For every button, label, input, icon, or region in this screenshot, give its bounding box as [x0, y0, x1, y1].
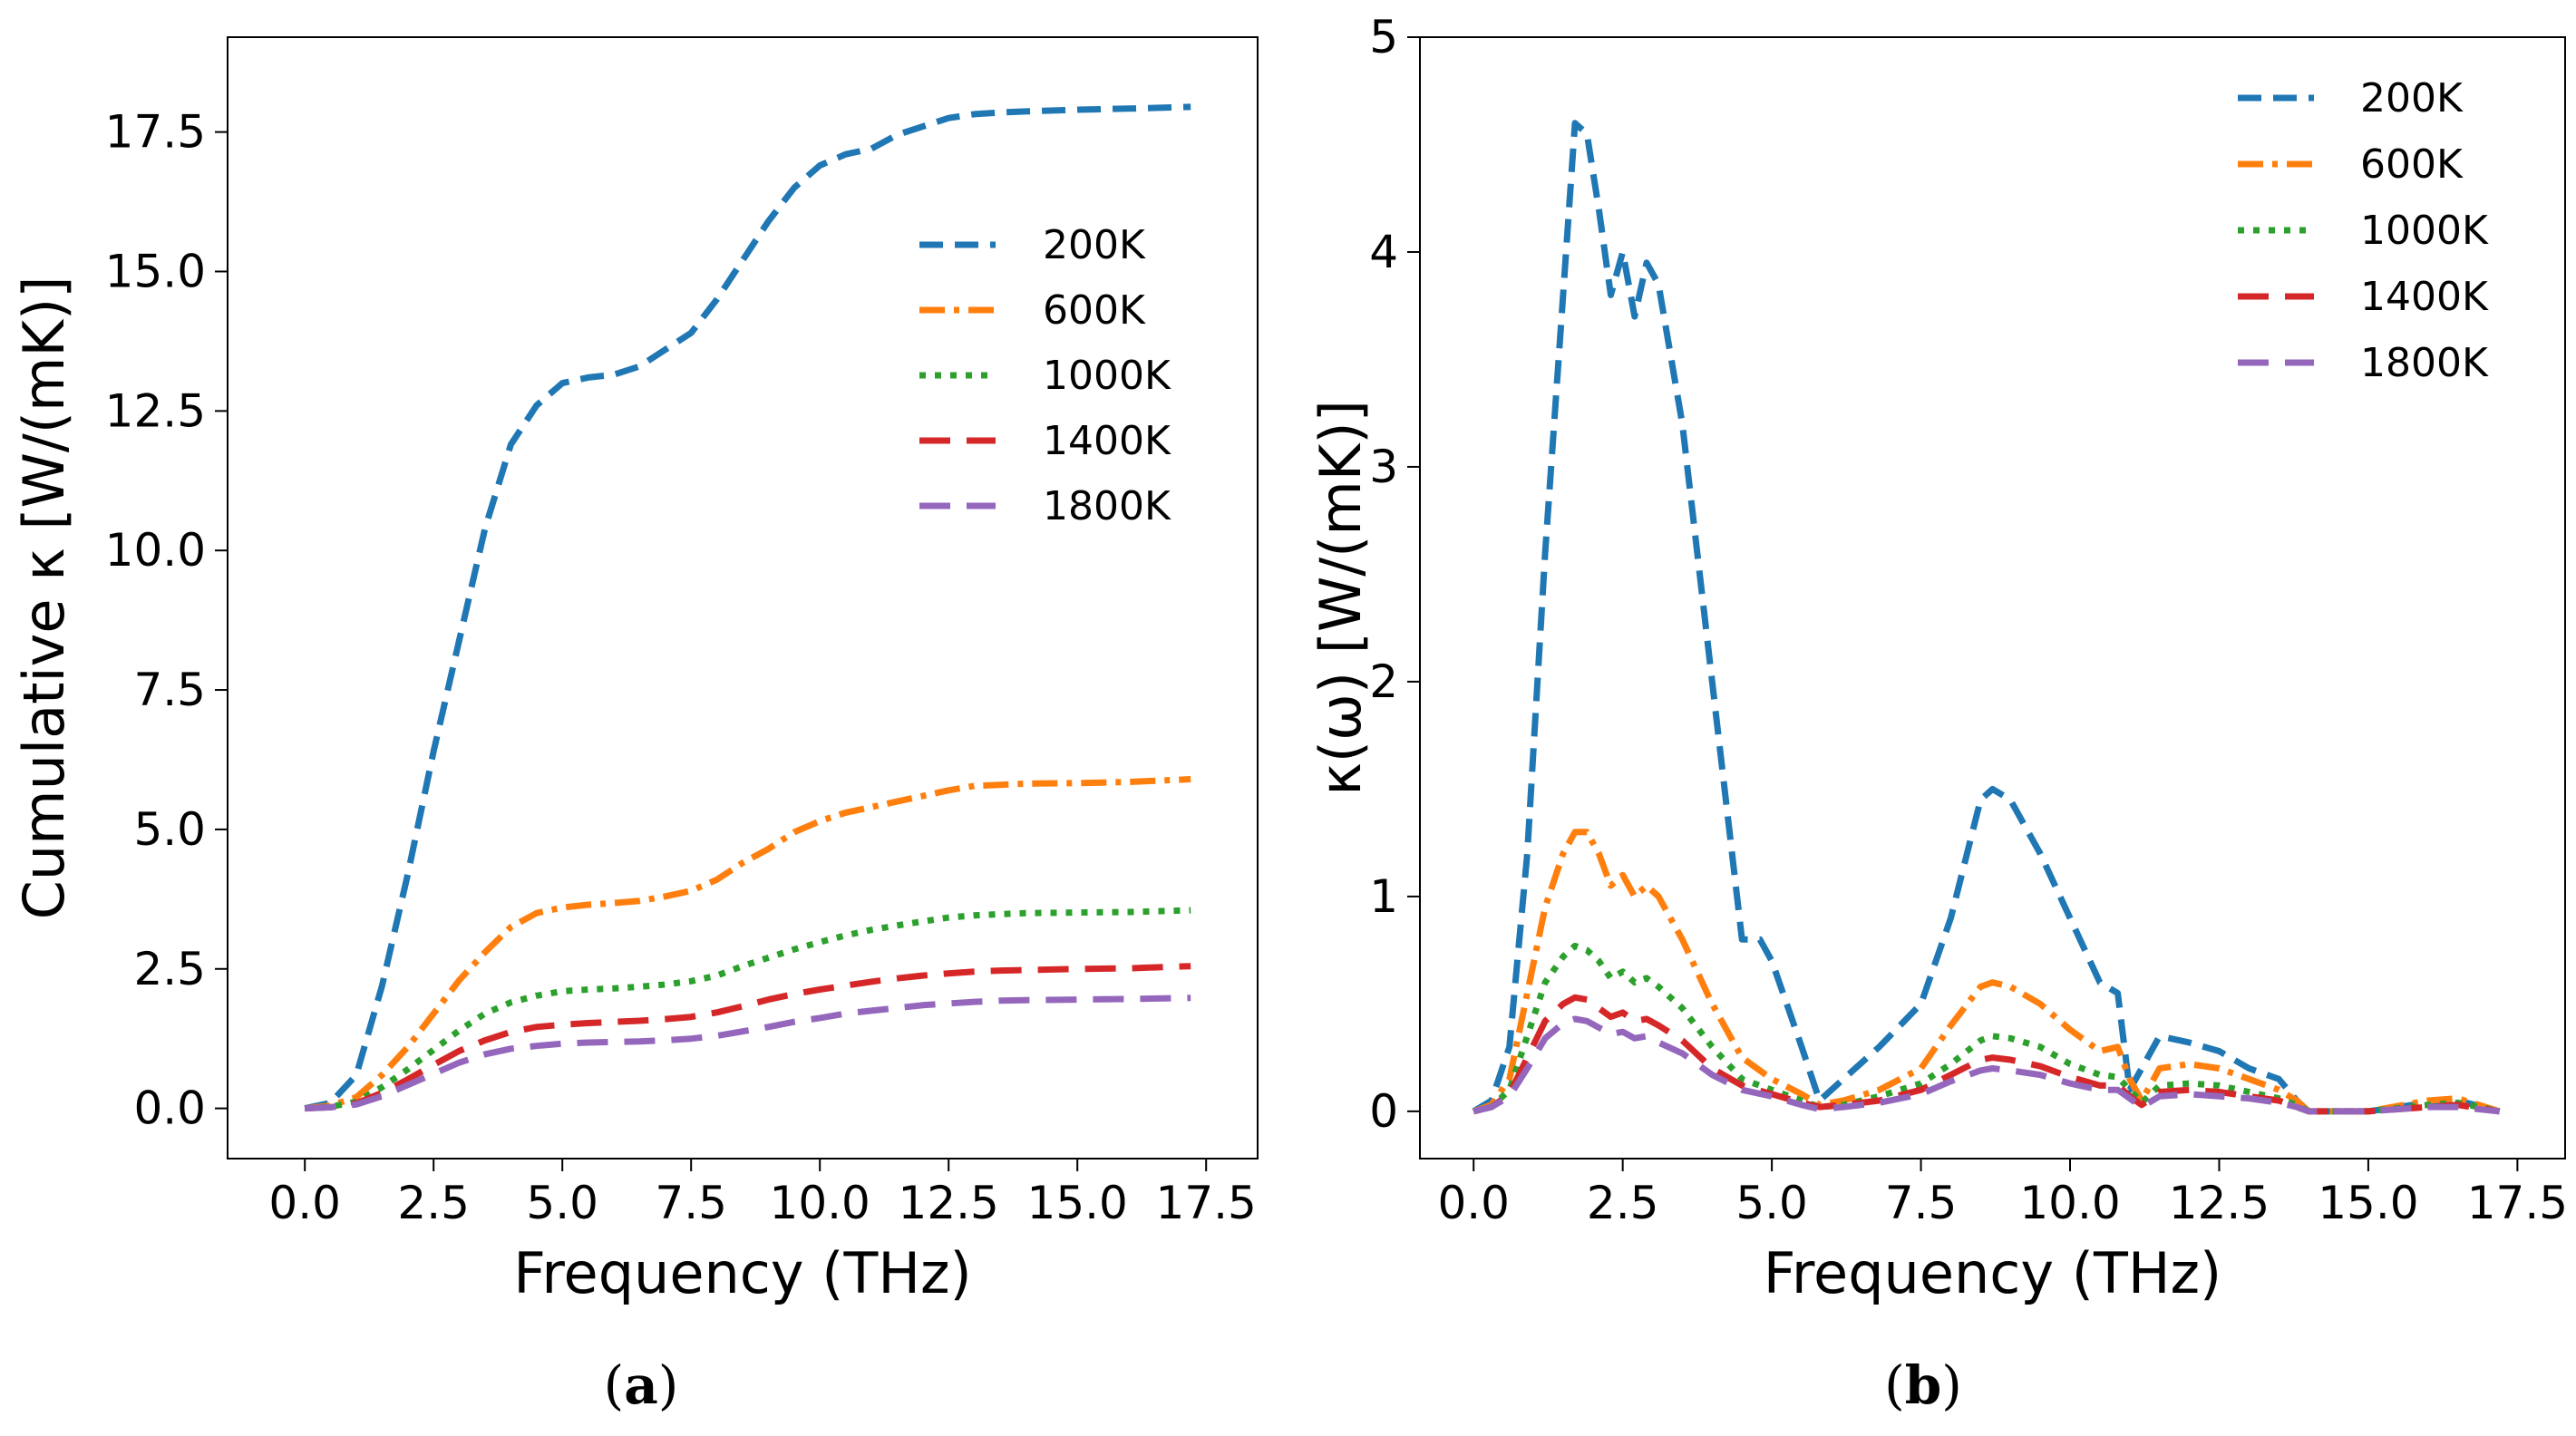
x-tick-label: 10.0	[2019, 1177, 2120, 1229]
legend-label-1000K: 1000K	[1043, 353, 1171, 399]
series-line-600K	[304, 776, 1191, 1112]
legend-label-1800K: 1800K	[2360, 340, 2489, 386]
x-tick-label: 12.5	[899, 1177, 999, 1229]
series-line-200K	[1472, 120, 2501, 1115]
legend-label-200K: 200K	[1043, 222, 1146, 268]
x-axis-title: Frequency (THz)	[1764, 1240, 2221, 1306]
y-tick-label: 3	[1369, 441, 1398, 493]
y-tick-label: 12.5	[105, 384, 206, 437]
y-tick-label: 4	[1369, 226, 1398, 278]
y-tick-label: 0	[1369, 1085, 1398, 1138]
y-tick-label: 0.0	[133, 1082, 206, 1135]
x-tick-label: 5.0	[526, 1177, 598, 1229]
x-tick-label: 17.5	[1156, 1177, 1257, 1229]
y-tick-label: 17.5	[105, 106, 206, 159]
caption-b: (b)	[1884, 1354, 1962, 1416]
legend-label-1400K: 1400K	[1043, 418, 1171, 464]
y-tick-label: 15.0	[105, 245, 206, 297]
x-axis-title: Frequency (THz)	[513, 1240, 971, 1306]
x-tick-label: 17.5	[2467, 1177, 2568, 1229]
x-tick-label: 7.5	[1885, 1177, 1958, 1229]
legend-label-200K: 200K	[2360, 75, 2464, 121]
series-line-1000K	[304, 907, 1191, 1112]
y-axis-title: κ(ω) [W/(mK)]	[1307, 400, 1374, 796]
x-tick-label: 12.5	[2169, 1177, 2270, 1229]
legend-label-600K: 600K	[2360, 141, 2464, 188]
x-tick-label: 7.5	[655, 1177, 727, 1229]
plot-frame	[227, 36, 1259, 1159]
series-line-1000K	[1473, 942, 2501, 1115]
y-tick-label: 7.5	[133, 664, 206, 716]
y-tick-label: 10.0	[105, 524, 206, 577]
y-tick-label: 1	[1369, 870, 1398, 923]
y-axis-title: Cumulative κ [W/(mK)]	[11, 277, 77, 920]
y-tick-label: 2.5	[133, 943, 206, 995]
x-tick-label: 2.5	[397, 1177, 470, 1229]
y-tick-label: 2	[1369, 655, 1398, 708]
x-tick-label: 2.5	[1587, 1177, 1659, 1229]
legend-label-1000K: 1000K	[2360, 208, 2489, 254]
panel-b-spectral-kappa: 0.0 2.5 5.0 7.5 10.0 12.5 15.0 17.5 0 1 2 3 4 5 Freque…	[1307, 11, 2568, 1306]
series-line-600K	[1473, 829, 2501, 1115]
series-line-200K	[304, 103, 1191, 1112]
series-line-1800K	[1473, 1015, 2500, 1115]
plot-frame	[1419, 36, 2566, 1159]
legend-label-1400K: 1400K	[2360, 274, 2489, 320]
y-tick-label: 5	[1369, 11, 1398, 63]
series-line-1400K	[305, 963, 1191, 1112]
caption-a: (a)	[604, 1354, 679, 1416]
x-tick-label: 15.0	[1027, 1177, 1128, 1229]
series-line-1400K	[1473, 994, 2501, 1115]
x-tick-label: 0.0	[268, 1177, 341, 1229]
x-tick-label: 10.0	[770, 1177, 870, 1229]
x-tick-label: 0.0	[1437, 1177, 1510, 1229]
legend-label-1800K: 1800K	[1043, 483, 1171, 529]
legend-label-600K: 600K	[1043, 287, 1146, 334]
series-line-1800K	[305, 995, 1191, 1112]
y-tick-label: 5.0	[133, 803, 206, 856]
panel-a-cumulative-kappa: 0.0 2.5 5.0 7.5 10.0 12.5 15.0 17.5 0.0 2.5 5.0 7.5…	[11, 36, 1259, 1306]
x-tick-label: 15.0	[2318, 1177, 2418, 1229]
x-tick-label: 5.0	[1735, 1177, 1808, 1229]
